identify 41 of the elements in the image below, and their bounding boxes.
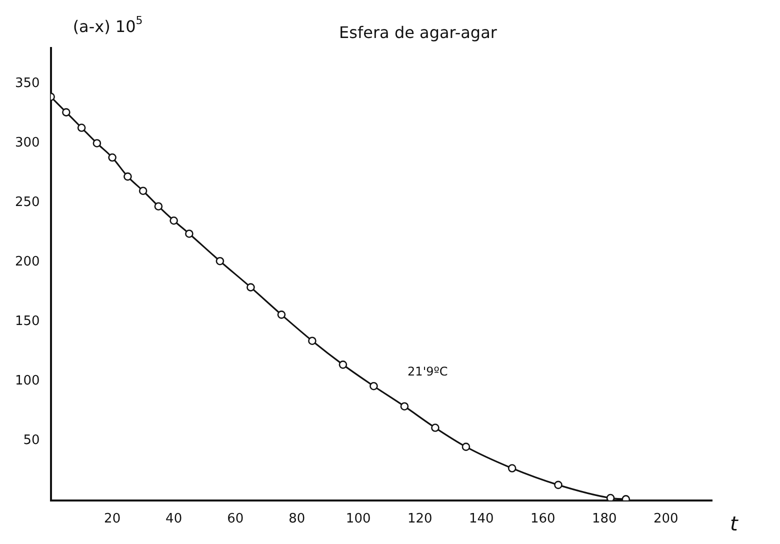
point	[370, 382, 378, 390]
point	[431, 424, 440, 432]
x-tick-label: 200	[653, 512, 678, 527]
x-tick-label: 40	[166, 512, 182, 527]
x-tick-label: 20	[104, 512, 121, 527]
y-tick-label: 50	[23, 433, 40, 448]
point	[508, 464, 516, 472]
x-tick-label: 120	[407, 512, 432, 527]
point	[216, 256, 224, 266]
chart-title: Esfera de agar-agar	[339, 23, 498, 42]
point	[462, 442, 470, 451]
x-tick-label: 100	[346, 512, 371, 527]
x-axis-title: t	[730, 511, 739, 536]
point	[308, 336, 316, 346]
x-tick-label: 160	[530, 512, 556, 527]
y-tick-label: 350	[14, 76, 40, 92]
point	[124, 172, 132, 181]
point	[62, 108, 70, 116]
point	[77, 124, 86, 132]
y-tick-label: 150	[14, 314, 40, 330]
x-tick-label: 80	[288, 512, 306, 527]
y-tick-label: 300	[14, 136, 40, 151]
point	[138, 186, 148, 196]
y-tick-label: 100	[14, 374, 40, 389]
point	[606, 494, 615, 500]
annotation: 21'9ºC	[408, 364, 448, 378]
point	[185, 230, 194, 238]
x-tick-label: 140	[468, 512, 494, 527]
x-tick-label: 60	[227, 512, 244, 527]
point	[277, 310, 286, 319]
y-tick-label: 200	[14, 254, 40, 270]
point	[108, 153, 116, 162]
x-tick-label: 180	[592, 512, 617, 527]
y-tick-label: 250	[14, 195, 40, 210]
point	[554, 480, 562, 490]
point	[170, 216, 178, 225]
point	[154, 202, 163, 210]
point	[338, 360, 348, 369]
point	[92, 139, 102, 148]
point	[400, 402, 409, 410]
point	[246, 283, 255, 292]
